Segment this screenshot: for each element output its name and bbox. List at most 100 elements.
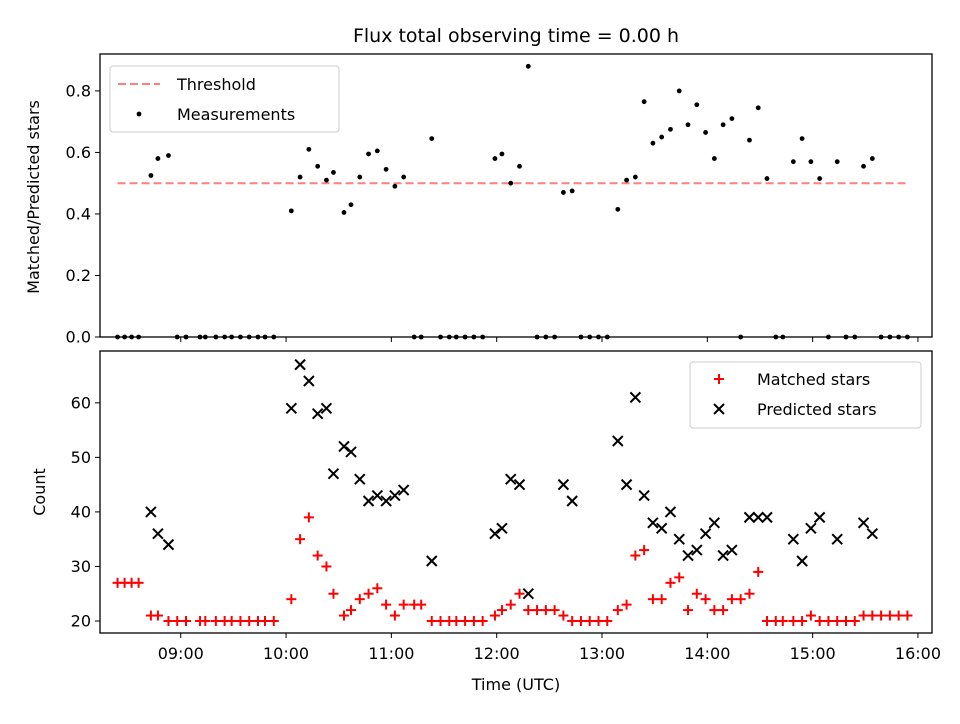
measurement-point: [685, 122, 691, 128]
measurement-point: [861, 163, 866, 169]
matched-star-point: [451, 616, 462, 626]
matched-star-point: [797, 616, 808, 626]
matched-star-point: [226, 616, 237, 626]
predicted-star-point: [389, 489, 401, 502]
x-tick-label: 12:00: [474, 644, 520, 663]
measurement-point: [711, 156, 717, 161]
bottom-y-tick-label: 20: [71, 612, 91, 631]
matched-star-point: [152, 610, 163, 621]
matched-star-point: [823, 616, 834, 626]
matched-star-point: [602, 616, 613, 626]
matched-star-point: [200, 616, 211, 626]
matched-star-point: [477, 616, 488, 626]
matched-star-point: [489, 610, 500, 621]
measurement-point: [764, 176, 770, 181]
predicted-star-point: [397, 484, 410, 496]
measurement-point: [747, 137, 752, 143]
predicted-star-point: [303, 375, 315, 387]
legend-measurements-swatch: [136, 111, 142, 117]
bottom-axes-frame: [99, 350, 933, 634]
measurement-point: [817, 176, 823, 181]
matched-star-point: [514, 588, 525, 599]
top-y-axis-label: Matched/Predicted stars: [24, 100, 43, 294]
matched-star-point: [612, 605, 623, 616]
measurement-point: [659, 134, 665, 140]
bottom-y-tick-label: 50: [71, 448, 91, 467]
predicted-star-point: [726, 544, 738, 556]
matched-star-point: [647, 594, 658, 605]
matched-star-point: [567, 616, 578, 626]
matched-star-point: [876, 610, 887, 621]
measurement-point: [288, 208, 294, 214]
matched-star-point: [753, 566, 764, 577]
matched-star-point: [691, 588, 702, 599]
predicted-star-point: [380, 495, 392, 507]
measurement-point: [508, 180, 514, 186]
measurement-point: [615, 206, 621, 212]
predicted-star-point: [496, 522, 508, 534]
matched-star-point: [777, 616, 788, 626]
top-y-tick-label: 0.6: [66, 143, 91, 162]
x-axis-label: Time (UTC): [471, 675, 560, 694]
matched-star-point: [814, 616, 825, 626]
predicted-star-point: [813, 511, 826, 524]
matched-star-point: [762, 616, 773, 626]
measurement-point: [517, 163, 522, 169]
top-plot-area: 0.0 0.2 0.4 0.6 0.8: [66, 63, 919, 347]
matched-star-point: [805, 610, 816, 621]
matched-star-point: [718, 605, 729, 616]
measurement-point: [790, 159, 796, 165]
bottom-plot-area: 20 30 40 50 60 09:00 10:00 11:00 12:00 13:00 14:00…: [71, 358, 941, 663]
matched-star-point: [700, 594, 711, 605]
matched-star-point: [532, 605, 543, 616]
x-tick-label: 15:00: [790, 644, 836, 663]
matched-star-point: [416, 599, 427, 610]
matched-star-point: [372, 583, 383, 594]
predicted-star-point: [682, 549, 694, 562]
matched-star-point: [268, 616, 279, 626]
predicted-star-point: [664, 506, 677, 518]
matched-star-point: [867, 610, 878, 621]
top-legend: Threshold Measurements: [109, 65, 340, 133]
predicted-star-point: [152, 528, 164, 540]
matched-star-point: [575, 616, 586, 626]
predicted-star-point: [761, 511, 773, 524]
matched-star-point: [858, 610, 869, 621]
predicted-star-point: [522, 588, 534, 600]
bottom-y-tick-label: 60: [71, 393, 91, 412]
measurement-point: [668, 126, 673, 132]
predicted-star-point: [673, 533, 685, 545]
predicted-star-point: [145, 506, 157, 518]
top-y-tick-label: 0.2: [66, 266, 91, 285]
predicted-star-point: [691, 544, 703, 556]
measurement-point: [383, 166, 389, 172]
predicted-star-point: [629, 391, 642, 404]
predicted-star-point: [505, 473, 517, 485]
matched-star-point: [286, 594, 297, 605]
matched-star-point: [389, 610, 400, 621]
matched-star-point: [593, 616, 604, 626]
legend-measurements-label: Measurements: [177, 105, 295, 124]
predicted-star-point: [857, 517, 870, 529]
predicted-star-point: [866, 528, 879, 540]
top-y-tick-label: 0.0: [66, 328, 91, 347]
matched-star-point: [630, 550, 641, 561]
predicted-star-point: [285, 402, 298, 414]
matched-star-point: [840, 616, 851, 626]
predicted-star-point: [513, 478, 526, 491]
chart-title: Flux total observing time = 0.00 h: [353, 25, 679, 47]
matched-star-point: [558, 610, 569, 621]
measurement-point: [366, 151, 371, 157]
matched-star-point: [363, 588, 374, 599]
measurement-point: [729, 116, 735, 121]
measurement-point: [641, 99, 647, 105]
matched-star-point: [398, 599, 409, 610]
predicted-star-point: [354, 473, 366, 485]
measurement-point: [650, 140, 656, 146]
predicted-star-point: [743, 511, 756, 524]
predicted-star-point: [345, 446, 357, 458]
predicted-star-point: [327, 468, 340, 480]
measurement-point: [348, 202, 354, 208]
matched-star-point: [665, 577, 676, 588]
matched-star-point: [788, 616, 799, 626]
